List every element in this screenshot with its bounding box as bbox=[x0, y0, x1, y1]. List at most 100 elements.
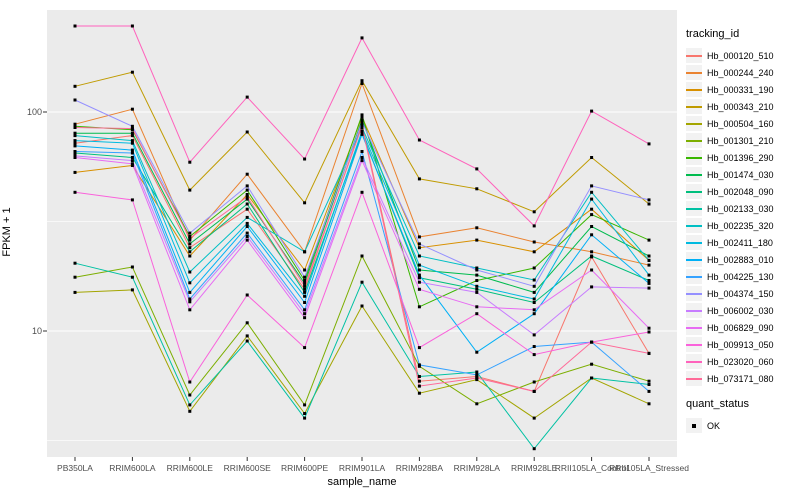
data-point-Hb_023020_060 bbox=[417, 138, 421, 142]
data-point-Hb_002235_320 bbox=[647, 258, 651, 262]
data-point-Hb_004225_130 bbox=[130, 151, 134, 155]
color-swatch-icon bbox=[686, 105, 702, 108]
data-point-Hb_023020_060 bbox=[245, 95, 249, 99]
data-point-Hb_023020_060 bbox=[532, 224, 536, 228]
legend-item-Hb_001474_030: Hb_001474_030 bbox=[686, 166, 798, 183]
data-point-Hb_000343_210 bbox=[417, 177, 421, 181]
data-point-Hb_000343_210 bbox=[647, 202, 651, 206]
color-swatch-icon bbox=[686, 241, 702, 244]
color-swatch-icon bbox=[686, 343, 702, 346]
color-swatch-icon bbox=[686, 88, 702, 91]
data-point-Hb_002883_010 bbox=[417, 273, 421, 277]
data-point-Hb_004374_150 bbox=[590, 184, 594, 188]
data-point-Hb_002411_180 bbox=[647, 273, 651, 277]
data-point-Hb_023020_060 bbox=[188, 160, 192, 164]
data-point-Hb_000331_190 bbox=[532, 250, 536, 254]
data-point-Hb_002883_010 bbox=[188, 290, 192, 294]
legend-label-Hb_002133_030: Hb_002133_030 bbox=[707, 203, 774, 214]
legend-label-Hb_073171_080: Hb_073171_080 bbox=[707, 373, 774, 384]
data-point-Hb_000504_160 bbox=[245, 334, 249, 338]
data-point-Hb_002883_010 bbox=[532, 312, 536, 316]
data-point-Hb_023020_060 bbox=[303, 157, 307, 161]
data-point-Hb_002883_010 bbox=[130, 148, 134, 152]
color-swatch-icon bbox=[686, 173, 702, 176]
legend-item-Hb_002048_090: Hb_002048_090 bbox=[686, 183, 798, 200]
data-point-Hb_000244_240 bbox=[590, 250, 594, 254]
legend-key-Hb_001301_210 bbox=[686, 133, 702, 148]
x-tick-label-RRIM600LE: RRIM600LE bbox=[166, 463, 213, 473]
data-point-Hb_000343_210 bbox=[188, 188, 192, 192]
data-point-Hb_023020_060 bbox=[475, 167, 479, 171]
y-axis-title: FPKM + 1 bbox=[1, 207, 13, 257]
legend-label-Hb_002235_320: Hb_002235_320 bbox=[707, 220, 774, 231]
legend-key-Hb_002235_320 bbox=[686, 218, 702, 233]
x-tick-label-RRIM600PE: RRIM600PE bbox=[280, 463, 329, 473]
data-point-Hb_004225_130 bbox=[245, 231, 249, 235]
data-point-Hb_006829_090 bbox=[73, 156, 77, 159]
color-swatch-icon bbox=[686, 326, 702, 329]
legend-key-Hb_006002_030 bbox=[686, 303, 702, 318]
data-point-Hb_009913_050 bbox=[245, 293, 249, 297]
legend-label-Hb_023020_060: Hb_023020_060 bbox=[707, 356, 774, 367]
legend-key-Hb_000504_160 bbox=[686, 116, 702, 131]
data-point-Hb_001474_030 bbox=[647, 254, 651, 258]
data-point-Hb_023020_060 bbox=[360, 36, 364, 40]
data-point-Hb_000120_510 bbox=[245, 207, 249, 211]
data-point-Hb_002048_090 bbox=[130, 156, 134, 159]
data-point-Hb_002411_180 bbox=[188, 281, 192, 285]
legend-item-Hb_000331_190: Hb_000331_190 bbox=[686, 81, 798, 98]
legend-key-Hb_001474_030 bbox=[686, 167, 702, 182]
data-point-Hb_006002_030 bbox=[245, 235, 249, 238]
data-point-Hb_002411_180 bbox=[360, 129, 364, 133]
color-swatch-icon bbox=[686, 190, 702, 193]
black-square-marker-icon bbox=[692, 423, 696, 428]
data-point-Hb_006002_030 bbox=[647, 286, 651, 290]
data-point-Hb_002883_010 bbox=[245, 225, 249, 228]
legend-item-Hb_002883_010: Hb_002883_010 bbox=[686, 251, 798, 268]
data-point-Hb_023020_060 bbox=[647, 142, 651, 146]
legend-item-Hb_000244_240: Hb_000244_240 bbox=[686, 64, 798, 81]
data-point-Hb_023020_060 bbox=[590, 109, 594, 113]
data-point-Hb_001396_290 bbox=[303, 279, 307, 282]
data-point-Hb_002411_180 bbox=[417, 263, 421, 267]
data-point-Hb_000331_190 bbox=[188, 254, 192, 258]
data-point-Hb_001474_030 bbox=[245, 197, 249, 201]
data-point-Hb_002883_010 bbox=[303, 301, 307, 304]
data-point-Hb_002048_090 bbox=[245, 202, 249, 206]
data-point-Hb_002133_030 bbox=[73, 261, 77, 265]
legend-label-Hb_009913_050: Hb_009913_050 bbox=[707, 339, 774, 350]
data-point-Hb_000244_240 bbox=[475, 226, 479, 230]
color-swatch-icon bbox=[686, 122, 702, 125]
data-point-Hb_006002_030 bbox=[590, 285, 594, 289]
data-point-Hb_004374_150 bbox=[303, 275, 307, 279]
data-point-Hb_006829_090 bbox=[417, 287, 421, 291]
data-point-Hb_000331_190 bbox=[130, 164, 134, 167]
data-point-Hb_001474_030 bbox=[532, 290, 536, 294]
data-point-Hb_000343_210 bbox=[130, 70, 134, 74]
data-point-Hb_002133_030 bbox=[647, 383, 651, 386]
color-swatch-icon bbox=[686, 139, 702, 142]
data-point-Hb_000504_160 bbox=[417, 391, 421, 395]
legend-label-Hb_001301_210: Hb_001301_210 bbox=[707, 135, 774, 146]
data-point-Hb_002048_090 bbox=[188, 250, 192, 254]
data-point-Hb_002235_320 bbox=[73, 134, 77, 138]
data-point-Hb_002048_090 bbox=[303, 290, 307, 294]
data-point-Hb_002048_090 bbox=[647, 279, 651, 282]
data-point-Hb_073171_080 bbox=[303, 284, 307, 288]
legend-item-Hb_009913_050: Hb_009913_050 bbox=[686, 336, 798, 353]
data-point-Hb_000331_190 bbox=[360, 115, 364, 119]
data-point-Hb_009913_050 bbox=[360, 190, 364, 194]
legend-item-Hb_004225_130: Hb_004225_130 bbox=[686, 268, 798, 285]
data-point-Hb_004225_130 bbox=[73, 150, 77, 153]
data-point-Hb_002411_180 bbox=[590, 197, 594, 201]
data-point-Hb_002411_180 bbox=[245, 221, 249, 225]
data-point-Hb_004374_150 bbox=[475, 268, 479, 272]
data-point-Hb_002235_320 bbox=[303, 250, 307, 254]
data-point-Hb_004374_150 bbox=[532, 284, 536, 288]
legend-key-Hb_073171_080 bbox=[686, 371, 702, 386]
data-point-Hb_006829_090 bbox=[360, 159, 364, 163]
data-point-Hb_006829_090 bbox=[647, 326, 651, 330]
data-point-Hb_001474_030 bbox=[475, 273, 479, 277]
data-point-Hb_002411_180 bbox=[130, 141, 134, 145]
data-point-Hb_000120_510 bbox=[360, 122, 364, 126]
